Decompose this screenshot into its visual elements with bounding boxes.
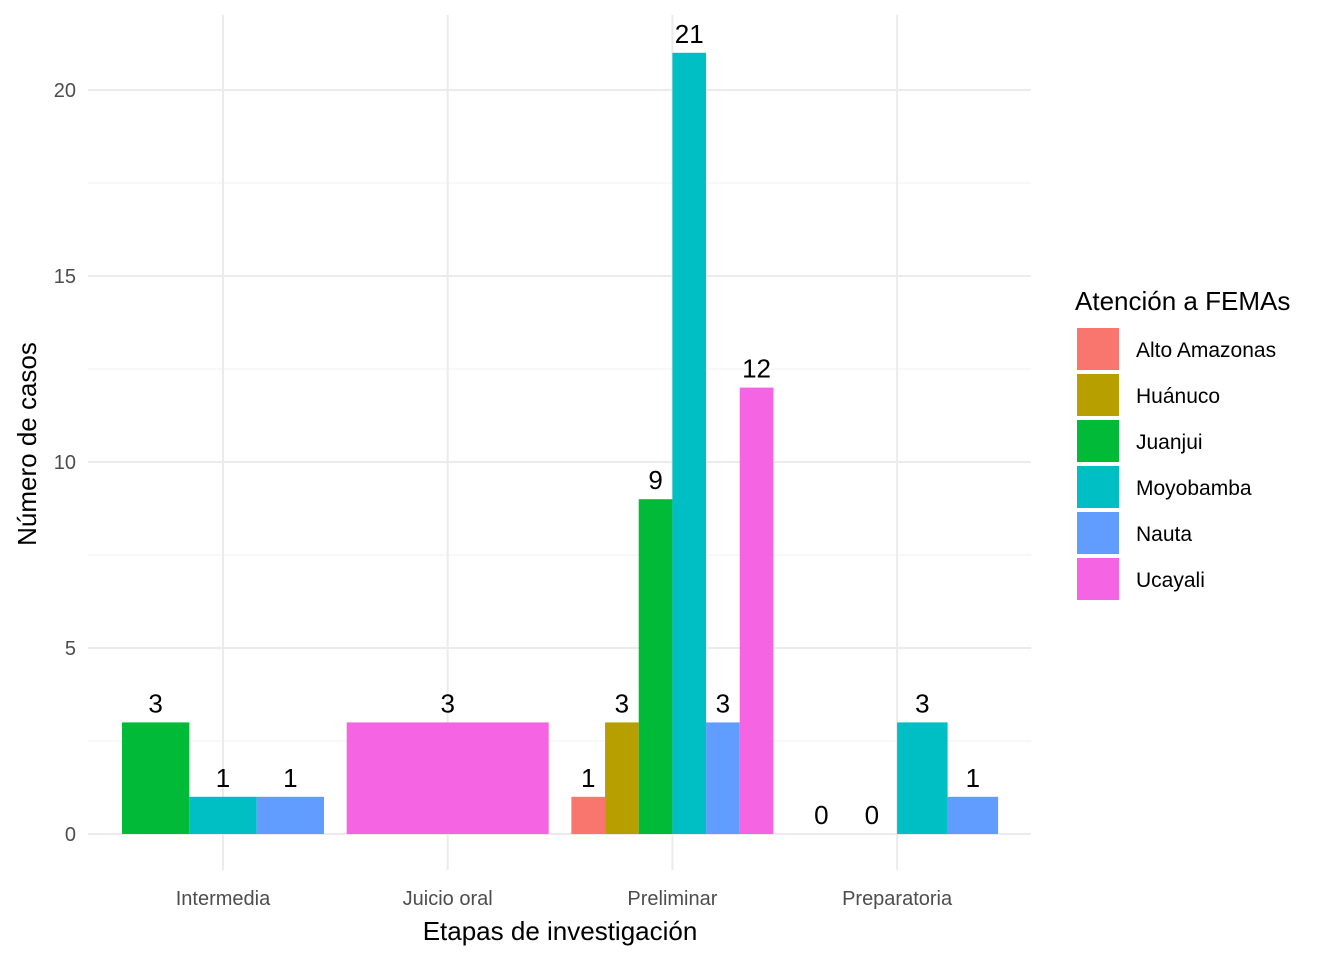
legend-swatch — [1077, 328, 1119, 370]
bar-value-label: 0 — [814, 800, 828, 830]
y-tick-label: 5 — [65, 638, 76, 660]
bar-value-label: 1 — [966, 763, 980, 793]
bar-value-label: 1 — [283, 763, 297, 793]
bar — [571, 796, 606, 834]
y-tick-label: 10 — [54, 452, 76, 474]
y-axis-ticks: 0 5 10 15 20 — [54, 80, 76, 846]
bar-value-label: 0 — [865, 800, 879, 830]
bar — [672, 52, 707, 835]
y-tick-label: 0 — [65, 824, 76, 846]
bar-value-label: 1 — [216, 763, 230, 793]
legend-label: Juanjui — [1136, 431, 1203, 454]
y-axis-title: Número de casos — [12, 342, 42, 546]
bar-value-label: 3 — [716, 688, 730, 718]
legend-title: Atención a FEMAs — [1075, 286, 1290, 316]
bar — [256, 796, 324, 834]
bar — [897, 722, 948, 834]
legend-label: Nauta — [1136, 523, 1192, 546]
bar — [346, 722, 549, 834]
bars — [122, 52, 999, 835]
bar-value-label: 12 — [742, 354, 771, 384]
x-axis-title: Etapas de investigación — [423, 916, 698, 946]
x-tick-label: Preparatoria — [842, 888, 953, 910]
y-tick-label: 20 — [54, 80, 76, 102]
legend-swatch — [1077, 420, 1119, 462]
bar — [638, 499, 673, 834]
bar — [605, 722, 639, 834]
bar — [947, 796, 999, 834]
bar — [189, 796, 257, 834]
legend-label: Ucayali — [1136, 569, 1205, 592]
grid-lines — [88, 15, 1031, 870]
legend-swatch — [1077, 374, 1119, 416]
bar-value-label: 3 — [615, 688, 629, 718]
legend-label: Huánuco — [1136, 385, 1220, 408]
legend-swatch — [1077, 512, 1119, 554]
legend-label: Alto Amazonas — [1136, 339, 1276, 362]
x-tick-label: Intermedia — [176, 888, 271, 910]
bar-value-label: 1 — [581, 763, 595, 793]
x-tick-label: Preliminar — [627, 888, 717, 910]
bar-value-label: 9 — [648, 465, 662, 495]
y-tick-label: 15 — [54, 266, 76, 288]
legend-swatch — [1077, 558, 1119, 600]
legend-swatch — [1077, 466, 1119, 508]
bar-value-label: 3 — [148, 688, 162, 718]
bar-value-label: 3 — [440, 688, 454, 718]
bar — [122, 722, 190, 834]
bar-value-label: 21 — [675, 19, 704, 49]
x-axis-ticks: Intermedia Juicio oral Preliminar Preparato… — [176, 888, 953, 910]
bar — [739, 387, 774, 834]
bar-value-label: 3 — [915, 688, 929, 718]
legend: Atención a FEMAs Alto Amazonas Huánuco Jua… — [1075, 286, 1290, 600]
x-tick-label: Juicio oral — [403, 888, 493, 910]
legend-label: Moyobamba — [1136, 477, 1252, 500]
bar — [706, 722, 740, 834]
